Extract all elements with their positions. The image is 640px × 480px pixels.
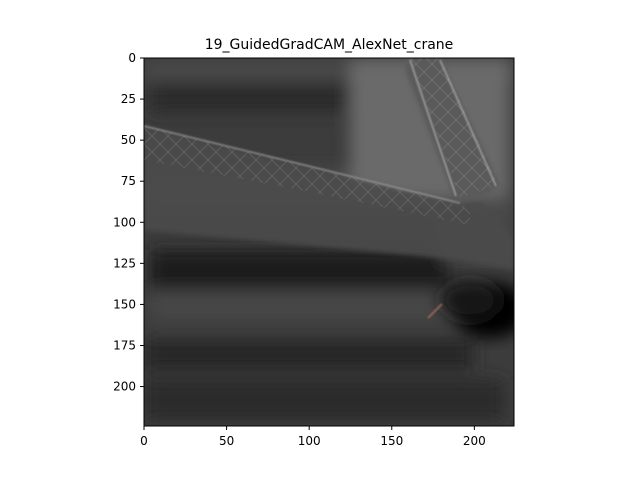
- y-tick-label: 25: [121, 92, 136, 106]
- heatmap-image: [144, 58, 514, 426]
- x-axis: 0 50 100 150 200: [140, 426, 486, 448]
- x-tick-label: 50: [219, 434, 234, 448]
- y-tick-label: 100: [113, 215, 136, 229]
- y-axis: 0 25 50 75 100 125 150 175 200: [113, 51, 144, 394]
- y-tick-label: 175: [113, 339, 136, 353]
- x-tick-label: 100: [298, 434, 321, 448]
- y-tick-label: 125: [113, 256, 136, 270]
- x-tick-label: 200: [463, 434, 486, 448]
- plot-frame: [143, 57, 515, 427]
- x-tick-label: 0: [140, 434, 148, 448]
- x-tick-label: 150: [380, 434, 403, 448]
- y-tick-label: 200: [113, 380, 136, 394]
- chart-title: 19_GuidedGradCAM_AlexNet_crane: [205, 37, 454, 53]
- y-tick-label: 150: [113, 297, 136, 311]
- y-tick-label: 50: [121, 133, 136, 147]
- y-tick-label: 75: [121, 174, 136, 188]
- y-tick-label: 0: [128, 51, 136, 65]
